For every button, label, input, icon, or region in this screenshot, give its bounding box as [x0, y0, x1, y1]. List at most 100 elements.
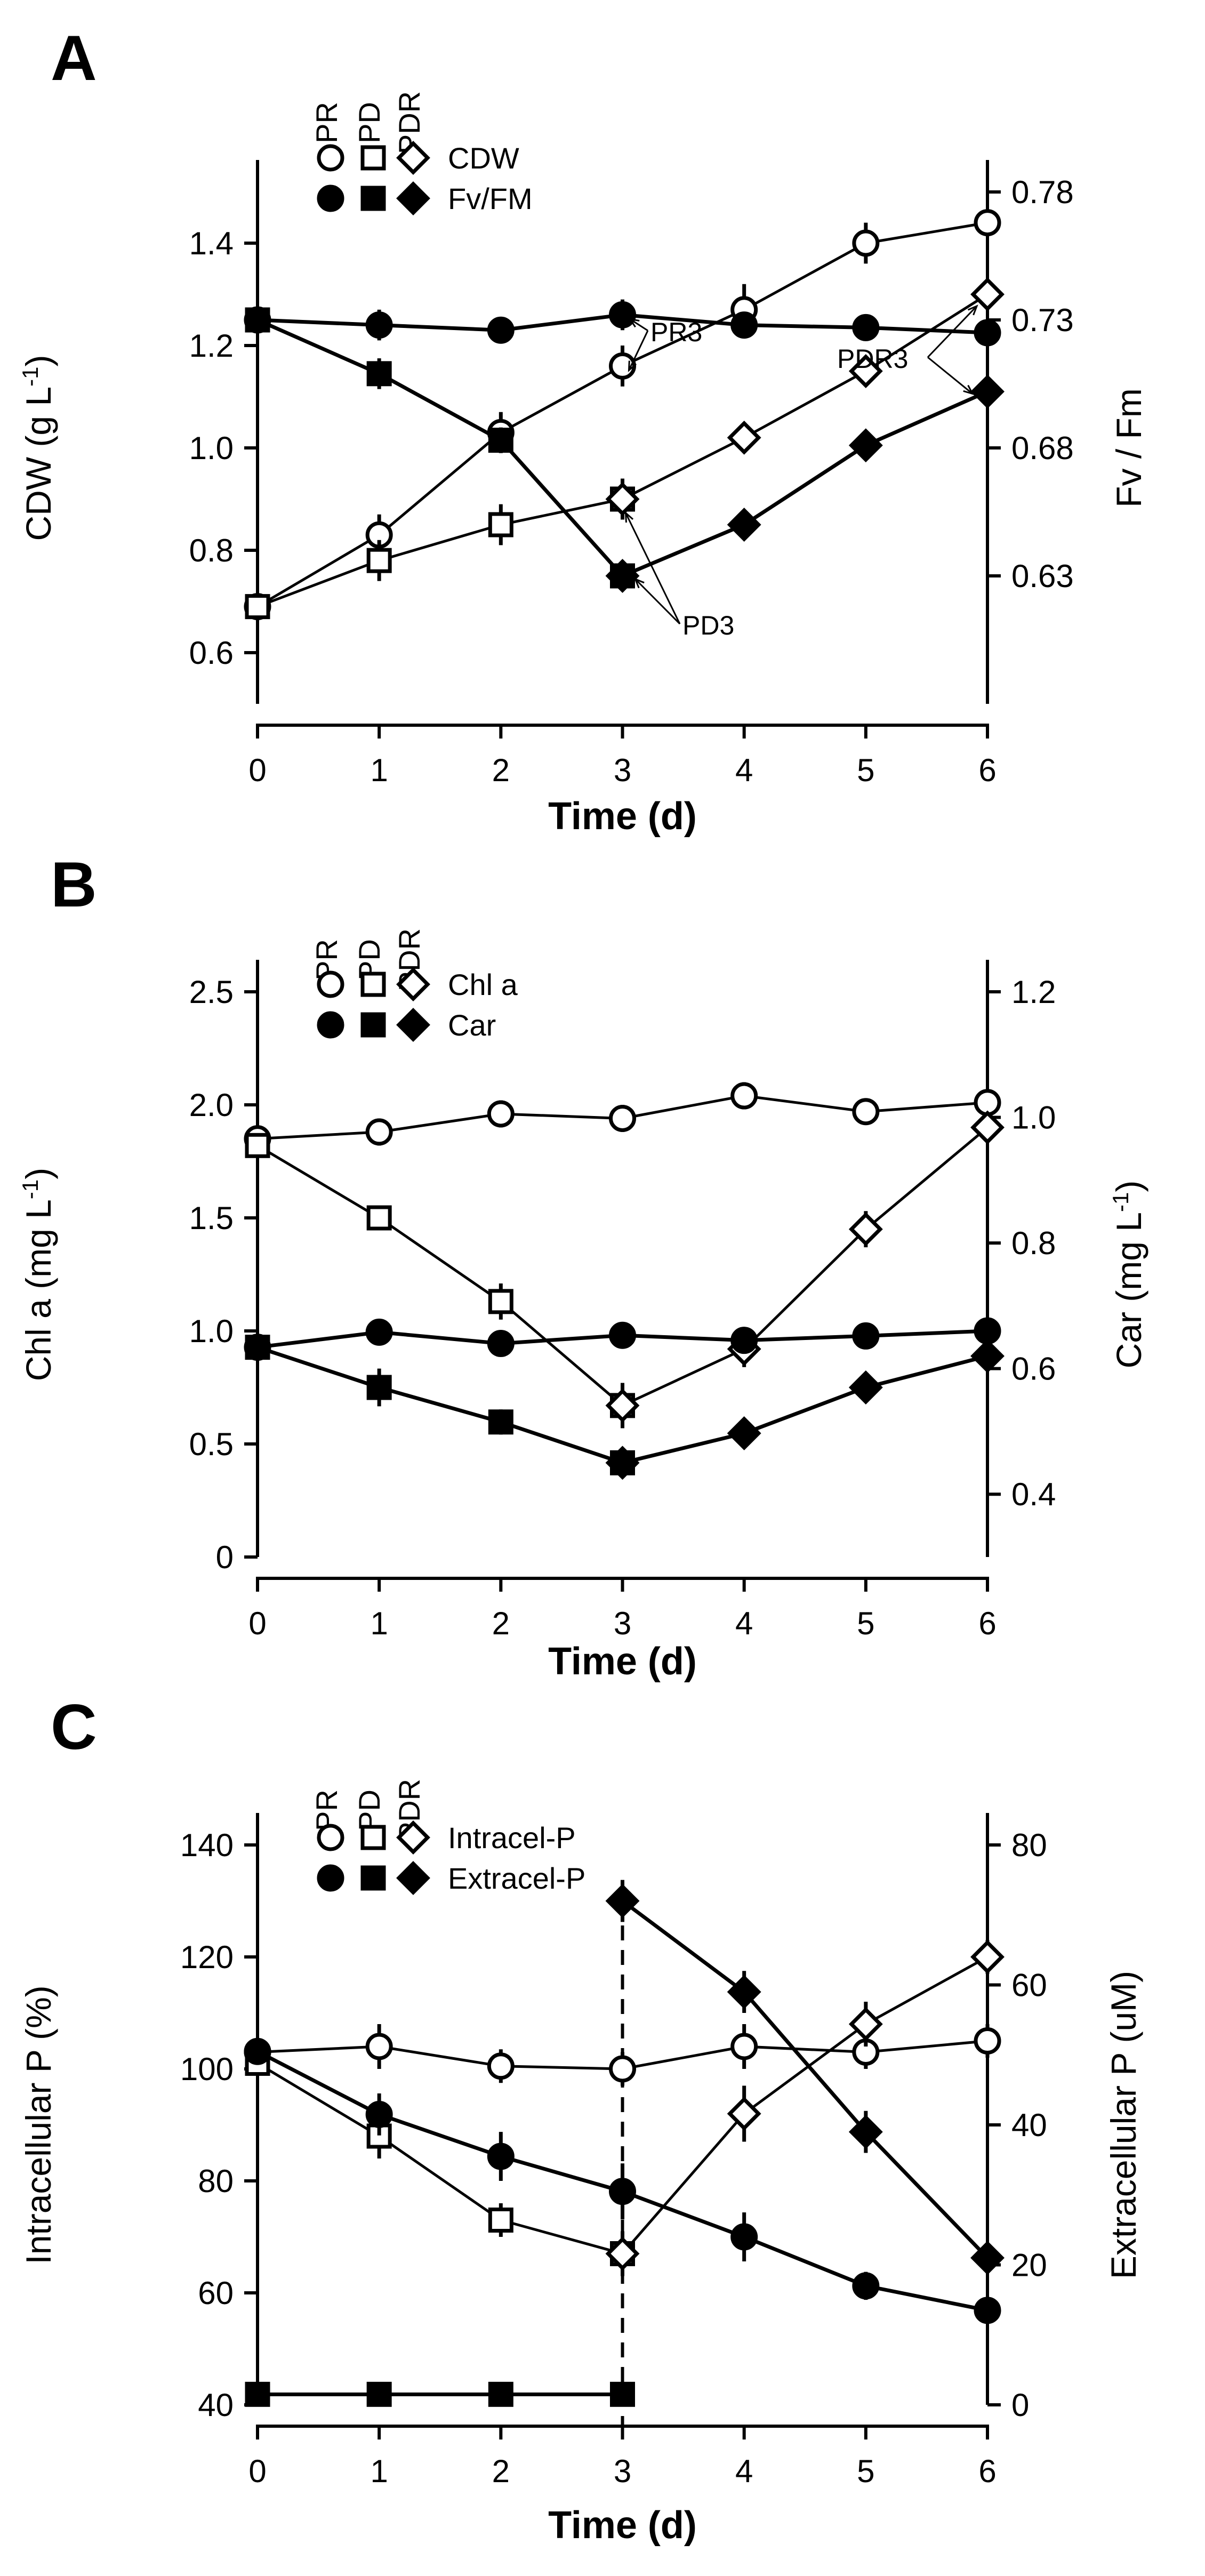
legend-marker-filled	[317, 184, 344, 212]
y-axis-title: CDW (g L-1)	[18, 355, 58, 541]
x-tick-label: 0	[248, 1606, 266, 1641]
y2-tick-label: 0.78	[1011, 174, 1074, 210]
y2-tick-label: 0.6	[1011, 1351, 1056, 1387]
legend-group-label: PD	[352, 102, 386, 143]
series-line	[622, 293, 989, 501]
data-point	[605, 1388, 640, 1423]
annotation-arrowhead	[628, 360, 637, 372]
legend-filled-label: Fv/FM	[448, 182, 533, 215]
legend-group-label: PDR	[392, 91, 426, 154]
data-point	[487, 2052, 515, 2080]
data-point	[605, 1446, 640, 1480]
y-tick-label: 60	[198, 2275, 234, 2311]
annotation-arrow	[927, 305, 978, 358]
data-point	[730, 2223, 758, 2251]
x-tick-label: 6	[978, 1606, 996, 1641]
series-pdr-chl-a	[605, 1110, 1005, 1429]
y2-axis-title: Car (mg L-1)	[1108, 1181, 1148, 1369]
series-line	[621, 1899, 989, 2259]
data-point	[974, 319, 1001, 347]
y2-tick-label: 40	[1011, 2107, 1047, 2143]
data-point	[245, 307, 270, 333]
data-point	[848, 1212, 883, 1247]
series-line	[621, 1955, 989, 2255]
data-point	[366, 2381, 392, 2407]
annotation-arrowhead	[628, 318, 640, 328]
data-point	[488, 1409, 513, 1435]
data-point	[730, 2033, 758, 2060]
data-point	[488, 2381, 513, 2407]
legend-marker-open	[396, 1820, 430, 1855]
y-tick-label: 120	[180, 1939, 234, 1975]
data-point	[970, 1940, 1005, 1974]
legend: PR PD PDR CDW Fv/FM	[310, 91, 533, 215]
series-line	[256, 2062, 623, 2255]
x-tick-label: 1	[370, 1606, 388, 1641]
data-point	[605, 482, 640, 516]
data-point	[487, 2142, 515, 2170]
y2-tick-label: 0.68	[1011, 430, 1074, 466]
x-tick-label: 5	[857, 1606, 874, 1641]
x-axis-title: Time (d)	[548, 2504, 697, 2547]
panel-letter: C	[51, 1691, 97, 1763]
series-pr-intracel-p	[244, 2024, 1001, 2086]
y-tick-label: 1.2	[189, 328, 234, 364]
series-pr-extracel-p	[244, 2037, 1001, 2324]
annotations: PR3 PD3 PDR3	[624, 304, 978, 640]
x-tick-label: 6	[978, 752, 996, 788]
annotation-arrow	[625, 512, 681, 624]
data-point	[245, 2381, 270, 2407]
x-tick-label: 1	[370, 2453, 388, 2489]
data-point	[609, 2055, 636, 2083]
legend-filled-label: Extracel-P	[448, 1861, 585, 1895]
y-tick-label: 140	[180, 1827, 234, 1863]
y-tick-label: 40	[198, 2387, 234, 2423]
y-axis-title-text: Chl a (mg L	[19, 1199, 58, 1381]
series-pdr-extracel-p	[605, 1880, 1005, 2275]
data-point	[852, 1098, 880, 1126]
series-pr-cdw	[244, 209, 1001, 621]
y2-axis-title-close: )	[1109, 1181, 1148, 1192]
data-point	[848, 2115, 883, 2149]
data-point	[488, 512, 513, 537]
data-point	[974, 209, 1001, 237]
data-point	[605, 1884, 640, 1918]
data-point	[970, 2241, 1005, 2275]
annotation-arrowhead	[967, 304, 978, 316]
x-tick-label: 5	[857, 752, 874, 788]
data-point	[366, 361, 392, 387]
data-point	[605, 2236, 640, 2271]
y-axis-title-close: )	[19, 355, 58, 366]
annotation-pr3: PR3	[650, 317, 702, 347]
legend-marker-filled	[317, 1864, 344, 1892]
data-point	[488, 428, 513, 453]
y-axis-title: Intracellular P (%)	[19, 1985, 58, 2264]
y2-tick-label: 60	[1011, 1968, 1047, 2003]
data-point	[609, 1104, 636, 1132]
series-line	[256, 318, 624, 577]
series-pdr-cdw	[605, 277, 1005, 520]
series-pd-car	[245, 1335, 635, 1475]
y-tick-label: 2.5	[189, 974, 234, 1010]
x-tick-label: 6	[978, 2453, 996, 2489]
annotation-arrow	[927, 356, 973, 395]
y2-axis-title-text: Fv / Fm	[1109, 388, 1148, 508]
y-tick-label: 80	[198, 2163, 234, 2199]
series-line	[256, 1345, 623, 1465]
data-point	[605, 559, 640, 593]
annotation-arrow	[629, 318, 648, 332]
y-tick-label: 0.5	[189, 1426, 234, 1462]
data-point	[245, 1335, 270, 1360]
x-tick-label: 3	[614, 1606, 631, 1641]
series-pdr-fv-fm	[605, 374, 1005, 593]
data-point	[487, 316, 515, 344]
legend-marker-filled	[360, 1865, 386, 1891]
y2-tick-label: 0.8	[1011, 1225, 1056, 1261]
legend-open-label: Chl a	[448, 968, 518, 1001]
data-point	[727, 2097, 761, 2131]
data-point	[365, 1318, 393, 1346]
series-line	[622, 1126, 989, 1407]
